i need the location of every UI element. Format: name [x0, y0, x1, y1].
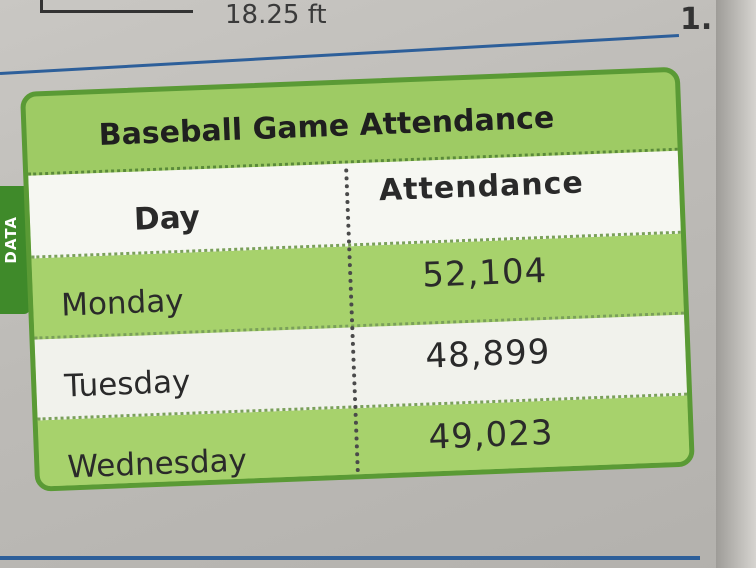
previous-answer-fragment: 18.25 ft [225, 0, 327, 30]
cell-day: Wednesday [66, 442, 248, 486]
attendance-table-card: Baseball Game Attendance Day Attendance … [20, 66, 695, 492]
header-day: Day [133, 199, 201, 238]
cell-attendance: 49,023 [427, 412, 555, 458]
cell-day: Monday [60, 282, 185, 324]
answer-box-corner [40, 0, 193, 13]
problem-number: 1. [680, 2, 713, 37]
section-rule [0, 34, 680, 75]
data-tab-label: DATA [2, 216, 20, 264]
page-gutter [716, 0, 756, 568]
cell-attendance: 52,104 [421, 250, 548, 296]
header-attendance: Attendance [378, 165, 585, 209]
cell-attendance: 48,899 [424, 331, 552, 377]
cell-day: Tuesday [63, 363, 192, 405]
bottom-rule [0, 556, 700, 560]
